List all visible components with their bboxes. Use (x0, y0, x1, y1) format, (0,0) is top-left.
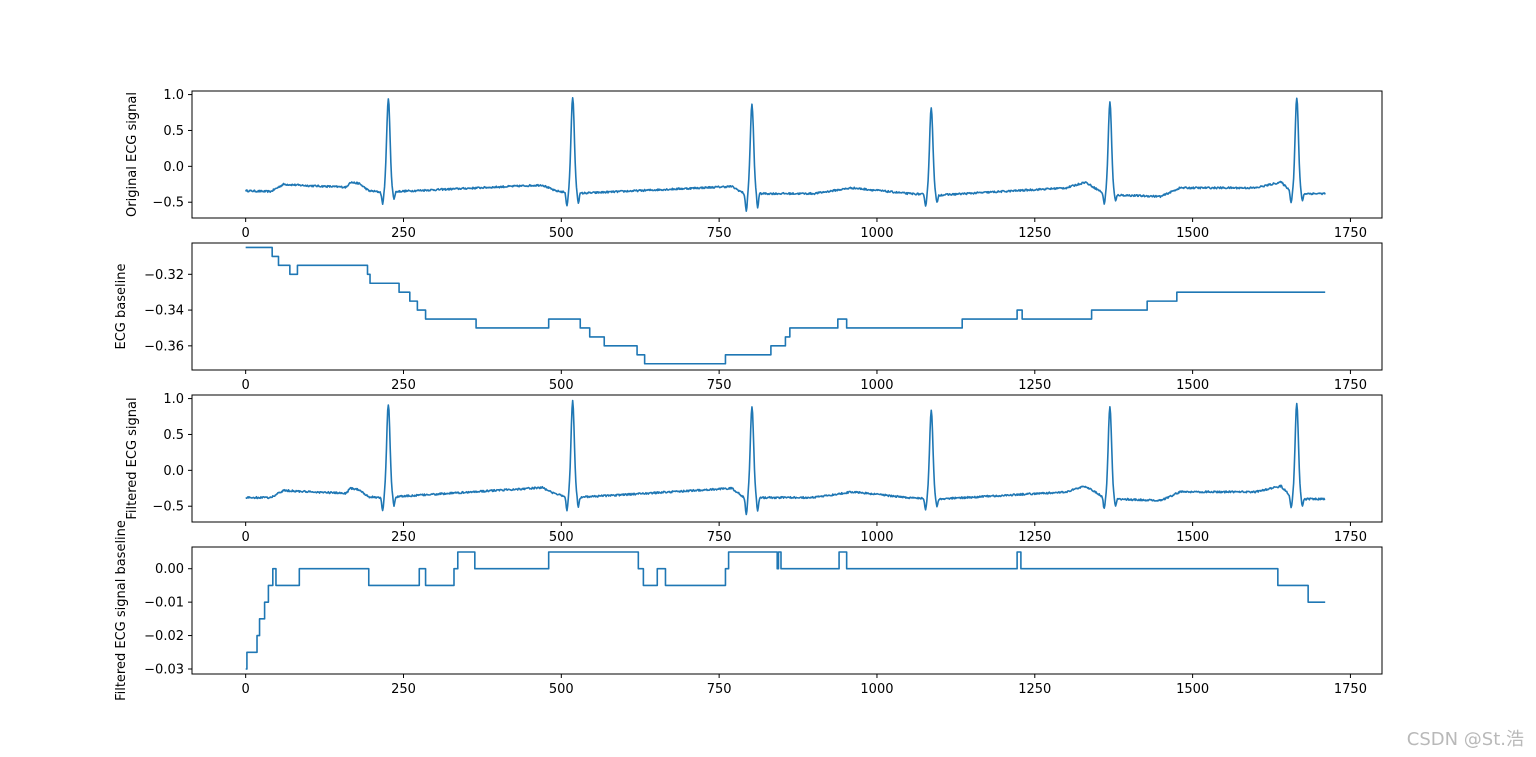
x-tick-label: 0 (242, 682, 250, 697)
subplot-1: 0 250 500 750 1000 1250 1500 1750 −0.5 0.0 0.5 1.0 O… (125, 88, 1383, 241)
x-tick-label: 500 (549, 682, 574, 697)
x-tick-label: 0 (242, 378, 250, 393)
x-tick-label: 1500 (1176, 682, 1209, 697)
x-tick-label: 1250 (1018, 530, 1051, 545)
watermark-text: CSDN @St.浩 (1406, 729, 1524, 750)
x-tick-label: 1750 (1334, 530, 1367, 545)
y-axis-label: ECG baseline (114, 264, 129, 350)
y-axis-label: Filtered ECG signal baseline (114, 520, 129, 701)
axes-frame (191, 394, 1383, 523)
y-tick-label: −0.03 (144, 662, 184, 677)
x-tick-label: 0 (242, 530, 250, 545)
x-tick-label: 1000 (860, 530, 893, 545)
x-tick-label: 250 (391, 530, 416, 545)
series-line (245, 399, 1326, 516)
y-tick-label: −0.5 (152, 500, 184, 515)
x-tick-label: 1500 (1176, 530, 1209, 545)
x-tick-label: 1000 (860, 378, 893, 393)
y-tick-label: −0.5 (152, 196, 184, 211)
x-tick-label: 750 (707, 530, 732, 545)
y-tick-label: −0.01 (144, 596, 184, 611)
series-line (244, 97, 1326, 212)
y-axis-label: Original ECG signal (125, 92, 140, 217)
x-tick-label: 1250 (1018, 378, 1051, 393)
x-tick-label: 500 (549, 226, 574, 241)
x-tick-label: 250 (391, 226, 416, 241)
y-axis-label: Filtered ECG signal (125, 397, 140, 519)
y-tick-label: −0.36 (144, 339, 184, 354)
x-tick-label: 1500 (1176, 226, 1209, 241)
x-tick-label: 1000 (860, 682, 893, 697)
axes-frame (191, 546, 1383, 675)
x-tick-label: 1250 (1018, 226, 1051, 241)
x-tick-label: 750 (707, 378, 732, 393)
x-tick-label: 750 (707, 682, 732, 697)
y-tick-label: 0.5 (163, 124, 184, 139)
subplot-3: 0 250 500 750 1000 1250 1500 1750 −0.5 0.0 0.5 1.0 F… (125, 392, 1383, 545)
subplot-2: 0 250 500 750 1000 1250 1500 1750 −0.36 −0.34 −0.3… (114, 242, 1383, 393)
x-tick-label: 250 (391, 378, 416, 393)
x-tick-label: 1750 (1334, 682, 1367, 697)
y-tick-label: 0.0 (163, 464, 184, 479)
y-tick-label: 0.5 (163, 428, 184, 443)
axes-frame (191, 90, 1383, 219)
y-tick-label: −0.34 (144, 304, 184, 319)
x-tick-label: 1500 (1176, 378, 1209, 393)
x-tick-label: 1000 (860, 226, 893, 241)
x-tick-label: 1250 (1018, 682, 1051, 697)
x-tick-label: 750 (707, 226, 732, 241)
y-tick-label: 0.0 (163, 160, 184, 175)
x-tick-label: 1750 (1334, 226, 1367, 241)
y-tick-label: −0.32 (144, 268, 184, 283)
y-tick-label: 1.0 (163, 392, 184, 407)
axes-frame (191, 242, 1383, 371)
subplot-4: 0 250 500 750 1000 1250 1500 1750 −0.03 −0.02 −0.0… (114, 520, 1383, 701)
x-tick-label: 500 (549, 378, 574, 393)
x-tick-label: 250 (391, 682, 416, 697)
series-line (245, 551, 1326, 670)
y-tick-label: 0.00 (155, 562, 184, 577)
x-tick-label: 1750 (1334, 378, 1367, 393)
x-tick-label: 0 (242, 226, 250, 241)
series-line (245, 246, 1326, 365)
x-tick-label: 500 (549, 530, 574, 545)
y-tick-label: 1.0 (163, 88, 184, 103)
y-tick-label: −0.02 (144, 629, 184, 644)
